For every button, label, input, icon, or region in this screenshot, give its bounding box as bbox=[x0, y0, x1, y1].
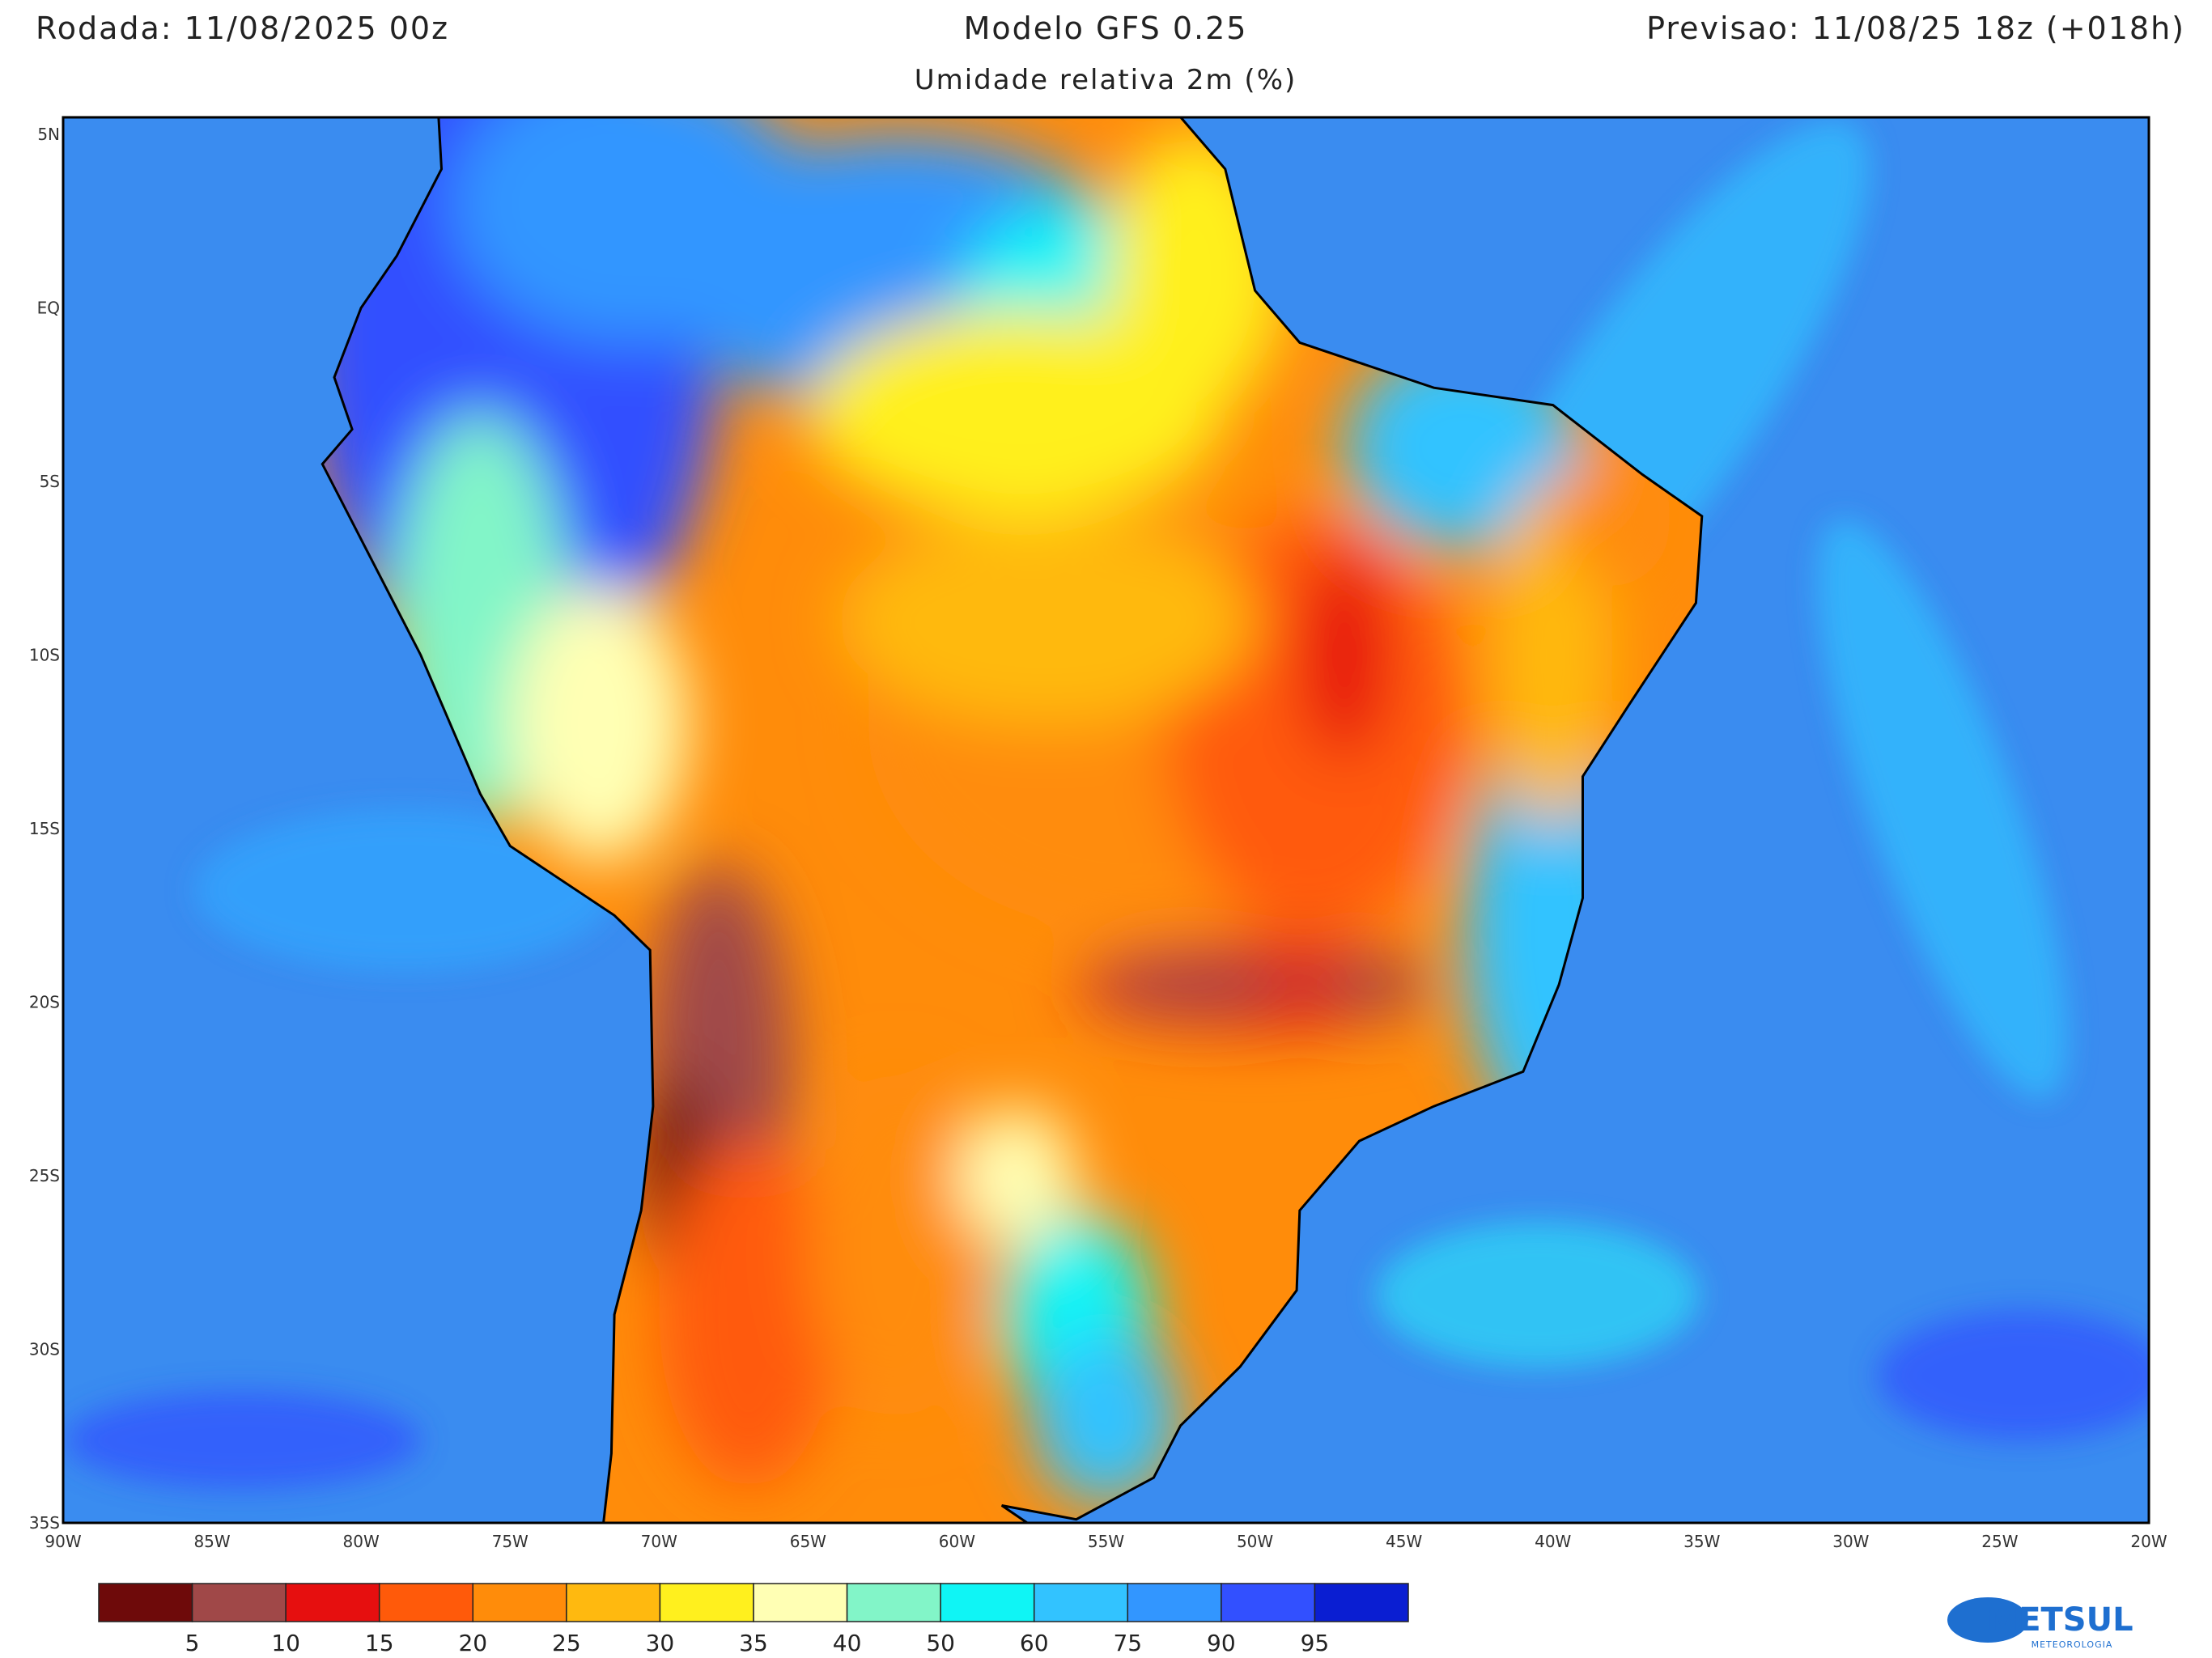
colorbar-label: 50 bbox=[926, 1630, 955, 1656]
color-box bbox=[378, 1583, 474, 1622]
lat-label: 20S bbox=[29, 993, 60, 1012]
colorbar-label: 25 bbox=[552, 1630, 581, 1656]
lat-label: EQ bbox=[37, 299, 60, 318]
color-box bbox=[940, 1583, 1035, 1622]
colorbar-label: 20 bbox=[458, 1630, 487, 1656]
color-box bbox=[98, 1583, 193, 1622]
colorbar-label: 35 bbox=[739, 1630, 768, 1656]
colorbar-label: 90 bbox=[1207, 1630, 1236, 1656]
colorbar-label: 60 bbox=[1020, 1630, 1049, 1656]
colorbar-label: 75 bbox=[1113, 1630, 1142, 1656]
lon-label: 60W bbox=[939, 1532, 975, 1551]
lat-label: 10S bbox=[29, 646, 60, 665]
lat-label: 15S bbox=[29, 819, 60, 838]
field-patch bbox=[510, 585, 690, 863]
field-patch bbox=[659, 1141, 839, 1489]
lat-label: 5S bbox=[40, 472, 60, 491]
lon-label: 35W bbox=[1683, 1532, 1720, 1551]
color-box bbox=[191, 1583, 287, 1622]
colorbar-label: 10 bbox=[271, 1630, 300, 1656]
colorbar-label: 95 bbox=[1301, 1630, 1330, 1656]
lon-label: 55W bbox=[1088, 1532, 1124, 1551]
color-box bbox=[659, 1583, 754, 1622]
map-frame bbox=[62, 116, 2150, 1524]
field-patch bbox=[1552, 447, 1672, 586]
field-patch bbox=[1314, 956, 1434, 1013]
map-area bbox=[63, 117, 2149, 1523]
lon-label: 20W bbox=[2130, 1532, 2167, 1551]
color-box bbox=[285, 1583, 380, 1622]
lat-label: 25S bbox=[29, 1166, 60, 1185]
lon-label: 25W bbox=[1981, 1532, 2018, 1551]
field-patch bbox=[1031, 1332, 1181, 1506]
colorbar-label: 15 bbox=[365, 1630, 394, 1656]
forecast-label: Previsao: 11/08/25 18z (+018h) bbox=[1646, 11, 2185, 46]
lon-label: 30W bbox=[1832, 1532, 1869, 1551]
color-box bbox=[472, 1583, 567, 1622]
lon-label: 70W bbox=[641, 1532, 677, 1551]
lon-label: 45W bbox=[1386, 1532, 1422, 1551]
lon-label: 90W bbox=[45, 1532, 81, 1551]
color-box bbox=[1033, 1583, 1129, 1622]
coastline bbox=[321, 117, 1704, 1523]
lon-label: 50W bbox=[1237, 1532, 1273, 1551]
subtitle: Umidade relativa 2m (%) bbox=[915, 64, 1297, 96]
lat-label: 5N bbox=[37, 125, 60, 144]
colorbar-label: 5 bbox=[185, 1630, 200, 1656]
field-patch bbox=[1299, 550, 1390, 760]
run-label: Rodada: 11/08/2025 00z bbox=[36, 11, 449, 46]
color-box bbox=[1127, 1583, 1222, 1622]
logo-name: METSUL bbox=[1986, 1601, 2133, 1639]
color-box bbox=[1314, 1583, 1409, 1622]
color-box bbox=[1221, 1583, 1316, 1622]
colorbar-label: 30 bbox=[646, 1630, 675, 1656]
lon-label: 40W bbox=[1535, 1532, 1571, 1551]
color-box bbox=[753, 1583, 848, 1622]
field-patch bbox=[1091, 956, 1300, 1013]
color-box bbox=[846, 1583, 941, 1622]
field-patch bbox=[957, 1106, 1076, 1245]
lon-label: 75W bbox=[492, 1532, 529, 1551]
model-label: Modelo GFS 0.25 bbox=[964, 11, 1248, 46]
lon-label: 80W bbox=[343, 1532, 380, 1551]
lat-label: 35S bbox=[29, 1513, 60, 1533]
field-patch bbox=[808, 1071, 987, 1419]
lat-label: 30S bbox=[29, 1340, 60, 1359]
field-patch bbox=[838, 515, 1255, 725]
lon-label: 65W bbox=[790, 1532, 826, 1551]
logo-sub: METEOROLOGIA bbox=[2032, 1639, 2113, 1650]
field-patch bbox=[808, 307, 1225, 516]
lon-label: 85W bbox=[193, 1532, 230, 1551]
color-box bbox=[566, 1583, 661, 1622]
colorbar-label: 40 bbox=[833, 1630, 862, 1656]
logo-globe bbox=[1947, 1597, 2028, 1643]
